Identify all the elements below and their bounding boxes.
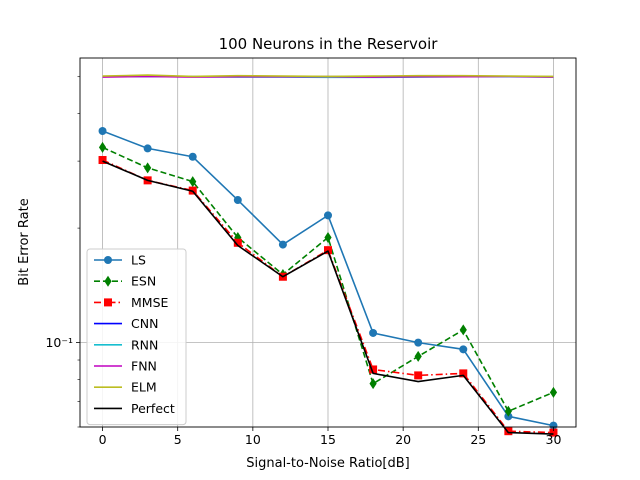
legend-item: ELM <box>94 380 157 395</box>
data-point <box>144 162 152 174</box>
data-point <box>98 156 107 165</box>
data-point <box>414 338 423 347</box>
data-point <box>233 238 242 247</box>
data-point <box>459 369 468 378</box>
series-esn <box>98 141 558 417</box>
y-axis-label: Bit Error Rate <box>17 198 32 285</box>
data-point <box>324 211 332 220</box>
axis-ticks: 0 5 10 15 20 25 30 10⁻¹ <box>45 76 562 447</box>
legend-item: MMSE <box>94 295 169 310</box>
series-line <box>102 74 554 78</box>
data-point <box>189 176 197 188</box>
legend-item: CNN <box>94 316 158 331</box>
legend-item: LS <box>94 253 146 268</box>
legend-item: ESN <box>94 274 156 289</box>
x-tick-label: 20 <box>395 432 411 447</box>
data-point <box>549 428 558 437</box>
data-point <box>98 141 107 153</box>
x-tick-label: 25 <box>470 432 486 447</box>
data-point <box>504 405 512 417</box>
data-point <box>369 328 378 337</box>
data-point <box>233 196 242 205</box>
data-point <box>324 231 332 243</box>
y-tick-label: 10⁻¹ <box>45 335 73 350</box>
x-tick-label: 30 <box>546 432 562 447</box>
legend-label: LS <box>131 253 146 268</box>
x-tick-label: 10 <box>245 432 261 447</box>
legend-label: ESN <box>131 274 156 289</box>
data-point <box>369 378 377 390</box>
legend-box <box>86 248 187 426</box>
data-point <box>414 350 422 362</box>
data-point <box>459 324 467 336</box>
x-tick-label: 5 <box>174 432 182 447</box>
data-point <box>459 345 468 354</box>
data-point <box>504 427 513 436</box>
legend-label: CNN <box>131 316 158 331</box>
data-point <box>143 144 152 153</box>
series-ls <box>98 126 558 430</box>
data-point <box>549 421 558 430</box>
legend-label: Perfect <box>131 401 175 416</box>
legend-item: Perfect <box>94 401 175 416</box>
data-point <box>414 371 423 380</box>
series-line <box>102 160 554 435</box>
data-point <box>188 152 197 161</box>
legend: LS ESN MMSE CNN RNN FNN ELM Perfect <box>86 248 187 426</box>
x-tick-label: 15 <box>320 432 336 447</box>
chart-title: 100 Neurons in the Reservoir <box>219 35 439 53</box>
data-point <box>98 126 107 135</box>
legend-item: RNN <box>94 337 158 352</box>
legend-label: ELM <box>131 380 157 395</box>
legend-label: RNN <box>131 337 158 352</box>
data-series <box>98 74 558 437</box>
legend-marker <box>104 298 112 307</box>
legend-marker <box>104 256 112 264</box>
legend-label: FNN <box>131 359 157 374</box>
data-point <box>369 365 378 374</box>
series-perfect <box>102 160 554 435</box>
x-axis-label: Signal-to-Noise Ratio[dB] <box>246 456 410 471</box>
data-point <box>549 386 558 398</box>
legend-label: MMSE <box>131 295 169 310</box>
legend-marker <box>104 275 112 287</box>
data-point <box>278 240 287 249</box>
data-point <box>324 246 332 255</box>
x-tick-label: 0 <box>99 432 107 447</box>
legend-item: FNN <box>94 359 157 374</box>
series-elm <box>102 74 554 78</box>
